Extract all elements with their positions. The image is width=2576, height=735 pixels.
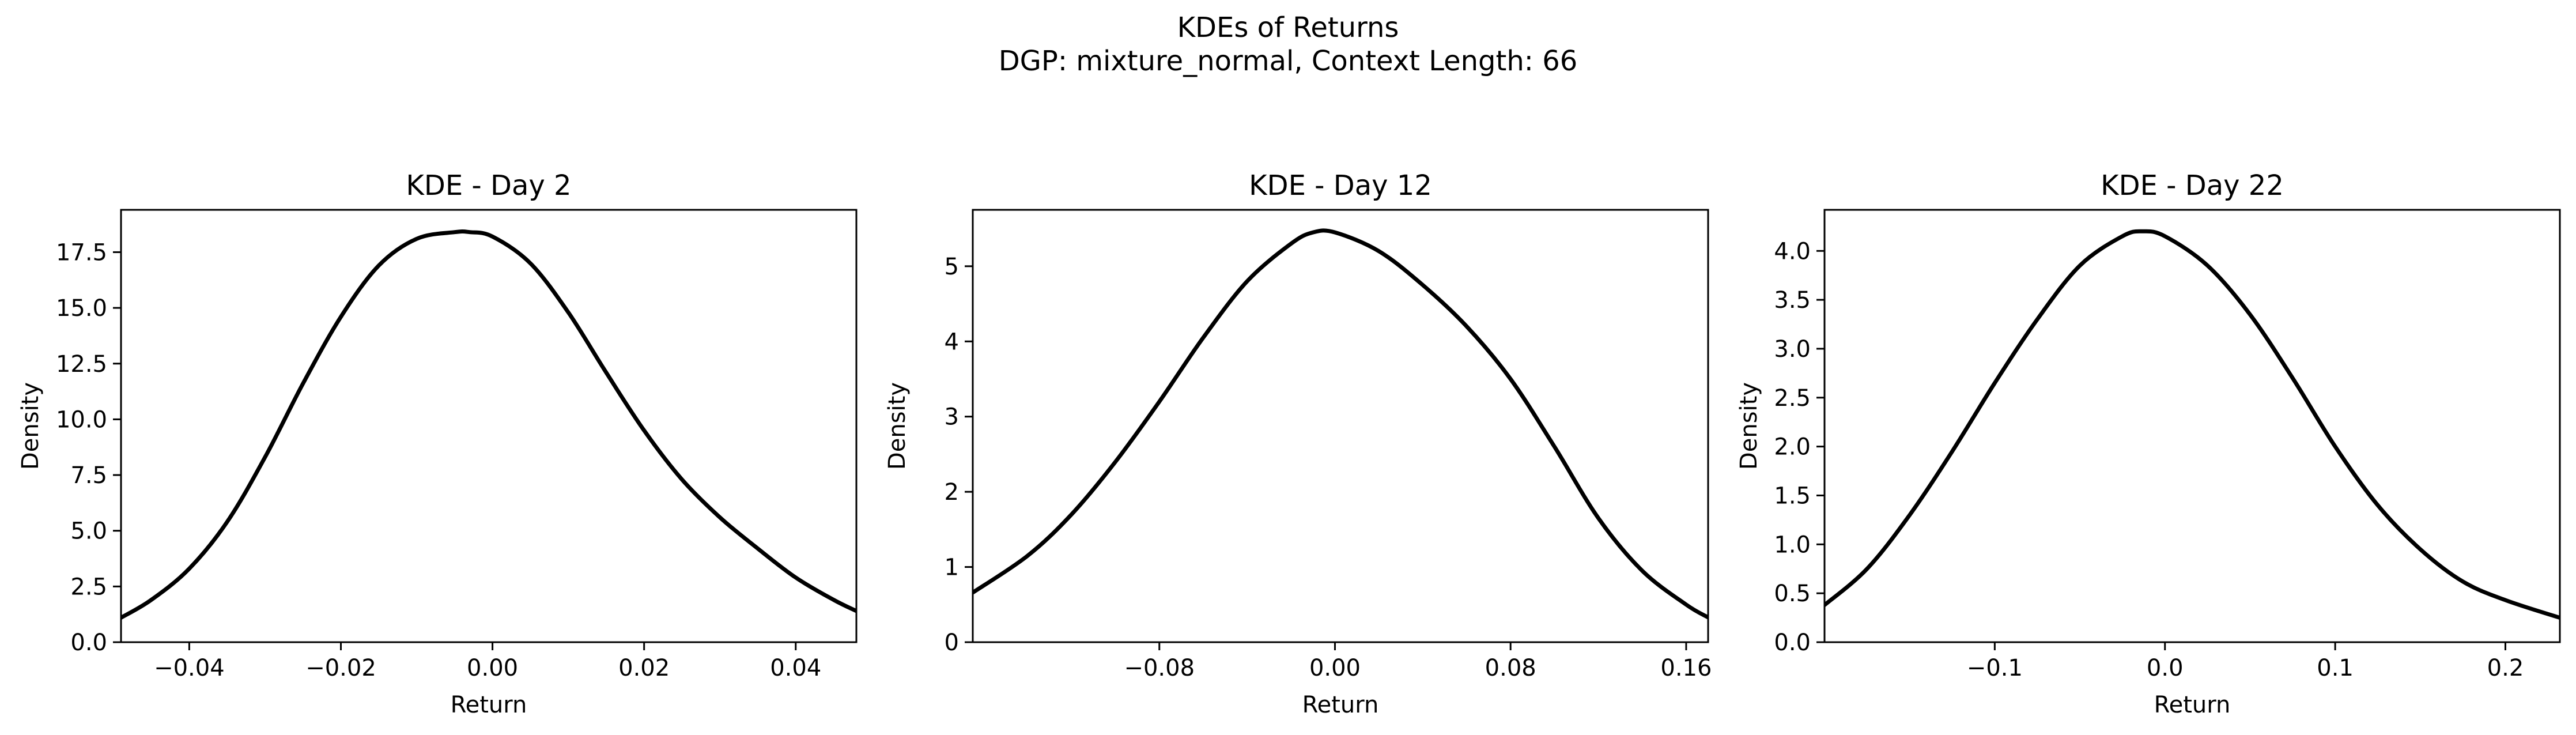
x-axis-label: Return [451, 692, 527, 718]
y-tick-label: 1.5 [1774, 483, 1811, 509]
y-tick-label: 2.5 [1774, 385, 1811, 412]
y-tick-label: 0.5 [1774, 581, 1811, 607]
x-tick-label: 0.2 [2487, 655, 2524, 681]
y-tick-label: 1.0 [1774, 532, 1811, 558]
subplot-3: −0.1 0.0 0.1 0.2 0.0 0.5 1.0 1.5 2.0 2.5 3.0 3.5 4.0… [1736, 169, 2561, 718]
x-axis-label: Return [2154, 692, 2231, 718]
x-tick-label: −0.02 [305, 655, 376, 681]
y-tick-label: 17.5 [56, 239, 107, 266]
y-tick-label: 0.0 [1774, 630, 1811, 656]
y-tick-label: 12.5 [56, 351, 107, 378]
y-tick-label: 3.5 [1774, 287, 1811, 314]
x-tick-label: −0.08 [1124, 655, 1195, 681]
x-axis-label: Return [1302, 692, 1379, 718]
y-tick-label: 3 [945, 404, 959, 431]
y-axis-label: Density [884, 382, 911, 470]
x-tick-label: 0.0 [2147, 655, 2184, 681]
kde-curve [1825, 229, 2560, 620]
kde-curve [121, 229, 856, 620]
axes-frame [972, 209, 1709, 643]
y-tick-label: 15.0 [56, 295, 107, 322]
y-tick-label: 2.0 [1774, 434, 1811, 461]
axes-frame [120, 209, 858, 643]
x-tick-label: 0.08 [1485, 655, 1536, 681]
x-tick-label: −0.04 [154, 655, 225, 681]
kde-curve [973, 228, 1708, 620]
figure-title-line2: DGP: mixture_normal, Context Length: 66 [999, 45, 1578, 77]
x-tick-label: 0.1 [2317, 655, 2354, 681]
x-tick-label: 0.00 [467, 655, 518, 681]
y-tick-label: 3.0 [1774, 336, 1811, 363]
x-tick-label: 0.02 [618, 655, 670, 681]
y-axis-label: Density [17, 382, 44, 470]
axes-frame [1823, 209, 2561, 643]
y-tick-label: 1 [945, 555, 959, 581]
subplot-1: −0.04 −0.02 0.00 0.02 0.04 0.0 2.5 5.0 7.5 10.0 12… [17, 169, 858, 718]
x-tick-label: 0.00 [1309, 655, 1361, 681]
y-tick-label: 4.0 [1774, 238, 1811, 265]
y-tick-label: 2 [945, 479, 959, 506]
y-tick-label: 2.5 [70, 574, 107, 600]
y-tick-label: 4 [945, 329, 959, 355]
subplot-title: KDE - Day 2 [406, 169, 571, 202]
x-tick-label: 0.04 [770, 655, 821, 681]
subplots: −0.04 −0.02 0.00 0.02 0.040.02.55.07.510.012… [17, 169, 2561, 718]
x-tick-label: 0.16 [1660, 655, 1712, 681]
y-tick-label: 0 [945, 630, 959, 656]
y-tick-label: 10.0 [56, 406, 107, 433]
y-axis-label: Density [1736, 382, 1762, 470]
figure-title-line1: KDEs of Returns [1177, 12, 1399, 44]
y-tick-label: 7.5 [70, 462, 107, 489]
subplot-title: KDE - Day 22 [2101, 169, 2284, 202]
x-tick-label: −0.1 [1967, 655, 2023, 681]
y-tick-label: 0.0 [70, 630, 107, 656]
subplot-2: −0.08 0.00 0.08 0.16 0 1 2 3 4 5 KDE - Day 12 Retur… [884, 169, 1712, 718]
y-tick-label: 5.0 [70, 518, 107, 545]
subplot-title: KDE - Day 12 [1249, 169, 1432, 202]
y-tick-label: 5 [945, 254, 959, 280]
